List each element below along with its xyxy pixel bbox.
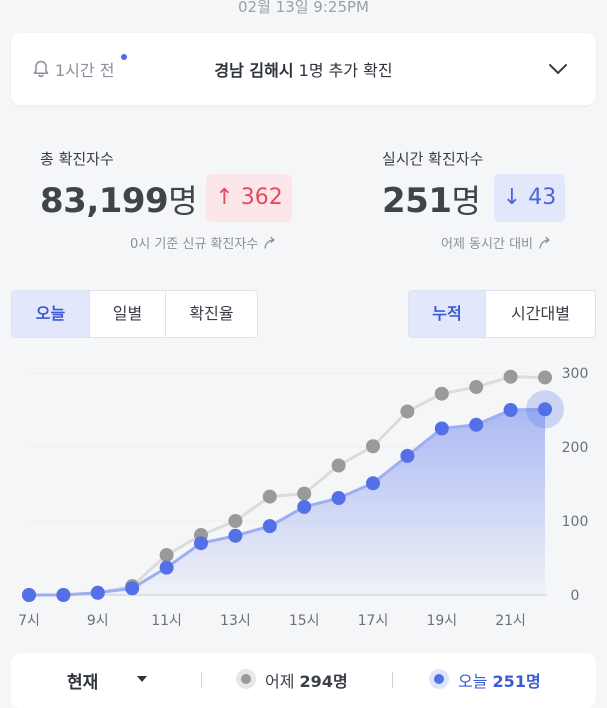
total-cases-number: 83,199 xyxy=(40,181,169,221)
today-data-point xyxy=(90,585,105,600)
time-mode-select[interactable]: 현재 xyxy=(67,673,99,693)
yesterday-legend: 어제 294명 xyxy=(265,668,348,692)
y-tick-label: 100 xyxy=(562,514,589,530)
today-legend: 오늘 251명 xyxy=(458,668,541,692)
today-area-fill xyxy=(29,409,545,595)
notice-time-ago: 1시간 전 xyxy=(55,61,115,80)
update-timestamp: 02월 13일 9:25PM xyxy=(238,0,369,16)
yesterday-legend-value: 294명 xyxy=(299,672,348,691)
x-tick-label: 19시 xyxy=(426,613,457,629)
yesterday-data-point xyxy=(297,486,312,501)
x-tick-label: 9시 xyxy=(87,613,109,629)
notice-message: 경남 김해시 1명 추가 확진 xyxy=(11,57,596,81)
x-tick-label: 7시 xyxy=(18,613,40,629)
chart-legend-bar: 현재 어제 294명 오늘 251명 xyxy=(11,653,596,708)
total-cases-unit: 명 xyxy=(168,182,198,220)
latest-case-notice[interactable]: 1시간 전 경남 김해시 1명 추가 확진 xyxy=(11,33,596,105)
today-data-point xyxy=(400,448,415,463)
tab-cumulative[interactable]: 누적 xyxy=(409,291,486,337)
new-cases-note-text: 0시 기준 신규 확진자수 xyxy=(130,237,259,252)
x-tick-label: 13시 xyxy=(220,613,251,629)
today-data-point xyxy=(22,588,36,602)
today-data-point xyxy=(56,588,71,602)
yesterday-data-point xyxy=(469,380,484,395)
yesterday-data-point xyxy=(262,489,277,504)
realtime-diff-badge: ↓ 43 xyxy=(494,174,565,222)
curved-arrow-icon xyxy=(539,236,550,249)
yesterday-data-point xyxy=(331,458,346,473)
yesterday-data-point xyxy=(434,386,449,401)
total-cases-label: 총 확진자수 xyxy=(40,150,114,168)
today-data-point xyxy=(331,491,346,506)
today-data-point xyxy=(366,476,380,491)
new-indicator-dot xyxy=(121,54,127,60)
realtime-diff-note-text: 어제 동시간 대비 xyxy=(441,237,533,252)
curved-arrow-icon xyxy=(264,236,276,249)
view-mode-tabs: 누적 시간대별 xyxy=(408,290,596,338)
y-tick-label: 200 xyxy=(562,440,589,456)
new-cases-note: 0시 기준 신규 확진자수 xyxy=(130,233,278,252)
x-tick-label: 17시 xyxy=(358,613,389,629)
yesterday-data-point xyxy=(538,370,552,385)
y-tick-label: 0 xyxy=(571,588,580,604)
today-data-point xyxy=(125,581,140,596)
today-legend-label: 오늘 xyxy=(458,672,488,691)
notice-region: 경남 김해시 xyxy=(214,61,294,80)
today-data-point xyxy=(159,560,174,575)
today-legend-value: 251명 xyxy=(492,672,541,691)
bell-icon xyxy=(33,60,49,78)
yesterday-data-point xyxy=(159,548,174,563)
chevron-down-icon[interactable] xyxy=(546,57,570,81)
x-tick-label: 15시 xyxy=(289,613,320,629)
today-data-point xyxy=(503,403,518,417)
tab-hourly[interactable]: 시간대별 xyxy=(511,304,570,323)
total-cases-value: 83,199명 xyxy=(40,176,198,222)
realtime-cases-label: 실시간 확진자수 xyxy=(382,150,484,168)
yesterday-data-point xyxy=(503,369,518,384)
realtime-cases-number: 251 xyxy=(382,181,452,221)
realtime-cases-value: 251명 xyxy=(382,176,481,222)
cumulative-cases-chart: 0 100 200 300 7시 9시 11시 13시 15시 17시 19시 21시 xyxy=(18,366,589,629)
realtime-cases-stat: 실시간 확진자수 251명 ↓ 43 어제 동시간 대비 xyxy=(382,148,582,252)
today-data-point xyxy=(469,417,484,432)
yesterday-legend-dot xyxy=(236,669,256,689)
today-series-line xyxy=(29,407,546,597)
today-data-point xyxy=(262,519,277,534)
yesterday-legend-label: 어제 xyxy=(265,672,295,691)
period-tabs: 오늘 일별 확진율 xyxy=(11,290,258,338)
caret-down-icon[interactable] xyxy=(137,676,147,682)
x-tick-label: 11시 xyxy=(151,613,182,629)
total-cases-stat: 총 확진자수 83,199명 ↑ 362 0시 기준 신규 확진자수 xyxy=(40,148,310,252)
realtime-diff-note: 어제 동시간 대비 xyxy=(441,233,553,252)
today-data-point xyxy=(538,402,552,417)
today-data-point xyxy=(297,499,312,514)
divider xyxy=(392,672,393,688)
yesterday-data-point xyxy=(228,514,243,528)
yesterday-data-point xyxy=(366,439,380,454)
x-tick-label: 21시 xyxy=(495,613,526,629)
tab-today[interactable]: 오늘 xyxy=(12,291,90,337)
tab-confirm-rate[interactable]: 확진율 xyxy=(189,304,234,323)
new-cases-badge: ↑ 362 xyxy=(206,174,292,222)
tab-daily[interactable]: 일별 xyxy=(90,291,166,337)
today-legend-dot xyxy=(429,669,449,689)
y-tick-label: 300 xyxy=(562,366,589,382)
realtime-cases-unit: 명 xyxy=(451,182,481,220)
today-data-point xyxy=(434,421,449,436)
today-data-point xyxy=(194,536,208,551)
yesterday-data-point xyxy=(400,404,415,419)
today-data-point xyxy=(228,528,243,543)
divider xyxy=(201,672,202,688)
notice-detail: 1명 추가 확진 xyxy=(298,61,393,80)
